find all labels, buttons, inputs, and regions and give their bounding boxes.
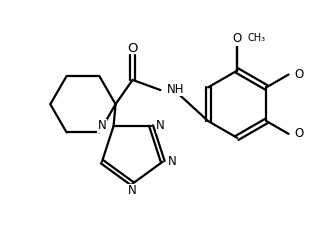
Text: NH: NH [166,82,184,96]
Text: O: O [233,32,242,45]
Text: O: O [127,42,138,55]
Text: O: O [294,68,304,81]
Text: CH₃: CH₃ [247,33,265,43]
Text: N: N [156,120,165,132]
Text: O: O [233,31,242,44]
Text: O: O [294,127,304,140]
Text: N: N [168,155,177,168]
Text: N: N [128,184,137,197]
Text: N: N [98,120,107,132]
